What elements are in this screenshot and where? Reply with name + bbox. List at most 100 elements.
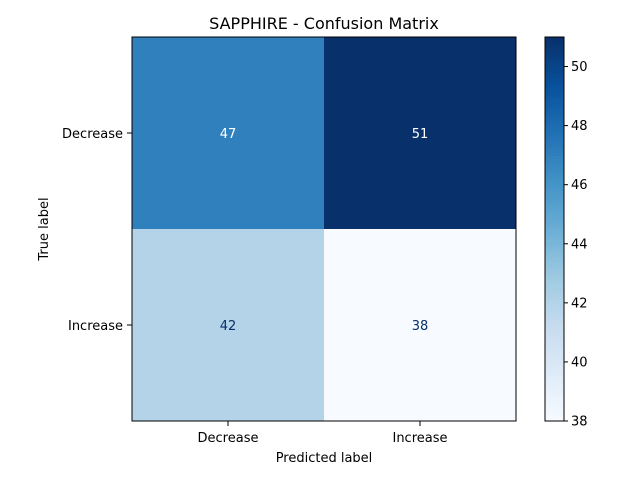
colorbar-segment <box>545 101 564 105</box>
colorbar-segment <box>545 149 564 153</box>
colorbar-segment <box>545 184 564 188</box>
colorbar-segment <box>545 254 564 259</box>
colorbar-segment <box>545 59 564 64</box>
colorbar-segment <box>545 363 564 368</box>
colorbar-segment <box>545 309 564 313</box>
colorbar-segment <box>545 161 564 166</box>
colorbar-segment <box>545 251 564 256</box>
colorbar-segment <box>545 238 564 243</box>
cell-value-label: 42 <box>220 319 237 334</box>
matrix-frame <box>131 36 517 422</box>
x-tick-label: Decrease <box>198 431 259 446</box>
colorbar-segment <box>545 360 564 364</box>
matrix-cell <box>324 37 516 229</box>
colorbar-segment <box>545 350 564 355</box>
colorbar-segment <box>545 37 564 41</box>
colorbar-segment <box>545 257 564 262</box>
colorbar-segment <box>545 85 564 89</box>
x-axis-ticks: Decrease Increase <box>198 421 448 446</box>
colorbar-tick-label: 46 <box>571 178 588 193</box>
colorbar-segment <box>545 91 564 96</box>
colorbar-segment <box>545 200 564 204</box>
colorbar-segment <box>545 78 564 83</box>
colorbar-segment <box>545 187 564 192</box>
colorbar-segment <box>545 129 564 134</box>
colorbar-segment <box>545 152 564 156</box>
colorbar-segment <box>545 312 564 316</box>
colorbar-segment <box>545 357 564 361</box>
y-axis-ticks: Decrease Increase <box>62 127 132 334</box>
colorbar-segment <box>545 405 564 409</box>
y-tick-label: Increase <box>68 319 123 334</box>
colorbar-segment <box>545 219 564 224</box>
colorbar-segment <box>545 65 564 70</box>
colorbar-segment <box>545 177 564 182</box>
colorbar-segment <box>545 107 564 112</box>
colorbar-segment <box>545 235 564 240</box>
colorbar-segment <box>545 408 564 412</box>
colorbar-segment <box>545 337 564 342</box>
colorbar-segment <box>545 318 564 323</box>
colorbar-segment <box>545 142 564 147</box>
colorbar-segment <box>545 264 564 268</box>
colorbar-segment <box>545 49 564 54</box>
colorbar-segment <box>545 113 564 118</box>
y-axis-label: True label <box>37 197 52 261</box>
colorbar-segment <box>545 241 564 246</box>
colorbar-segment <box>545 411 564 416</box>
colorbar-tick-label: 38 <box>571 415 588 430</box>
colorbar-segment <box>545 190 564 195</box>
colorbar-segment <box>545 75 564 80</box>
cell-value-label: 47 <box>220 127 237 142</box>
colorbar-segment <box>545 344 564 348</box>
colorbar-segment <box>545 126 564 131</box>
colorbar-segment <box>545 62 564 67</box>
colorbar-segment <box>545 69 564 73</box>
colorbar-segment <box>545 171 564 176</box>
colorbar-segment <box>545 155 564 160</box>
colorbar-segment <box>545 72 564 76</box>
matrix-cell <box>132 229 324 421</box>
colorbar-segment <box>545 117 564 121</box>
colorbar-segment <box>545 56 564 60</box>
colorbar-segment <box>545 273 564 278</box>
colorbar-segment <box>545 245 564 249</box>
colorbar-segment <box>545 347 564 352</box>
colorbar-segment <box>545 104 564 108</box>
x-tick-label: Increase <box>392 431 447 446</box>
colorbar-segment <box>545 261 564 265</box>
cell-value-label: 38 <box>412 319 429 334</box>
colorbar-segment <box>545 414 564 419</box>
y-tick-label: Decrease <box>62 127 123 142</box>
colorbar-segment <box>545 334 564 339</box>
colorbar-segment <box>545 280 564 284</box>
colorbar-segment <box>545 305 564 310</box>
colorbar-segment <box>545 392 564 396</box>
colorbar-segment <box>545 283 564 288</box>
colorbar-segment <box>545 398 564 403</box>
colorbar-segment <box>545 277 564 281</box>
colorbar-segment <box>545 206 564 211</box>
colorbar-segment <box>545 123 564 128</box>
chart-title: SAPPHIRE - Confusion Matrix <box>209 14 439 33</box>
colorbar-segment <box>545 81 564 86</box>
colorbar-frame <box>544 36 565 422</box>
colorbar-segment <box>545 43 564 48</box>
colorbar-segment <box>545 213 564 217</box>
colorbar-segment <box>545 353 564 358</box>
colorbar-tick-label: 48 <box>571 119 588 134</box>
colorbar-segment <box>545 270 564 275</box>
colorbar-segment <box>545 94 564 99</box>
colorbar-segment <box>545 181 564 185</box>
colorbar-segment <box>545 216 564 220</box>
matrix-cell <box>132 37 324 229</box>
colorbar-segment <box>545 139 564 144</box>
colorbar-segment <box>545 53 564 57</box>
colorbar-segment <box>545 197 564 201</box>
colorbar-segment <box>545 229 564 233</box>
colorbar-segment <box>545 289 564 294</box>
colorbar-segment <box>545 315 564 320</box>
colorbar-segment <box>545 321 564 326</box>
colorbar-segment <box>545 325 564 329</box>
